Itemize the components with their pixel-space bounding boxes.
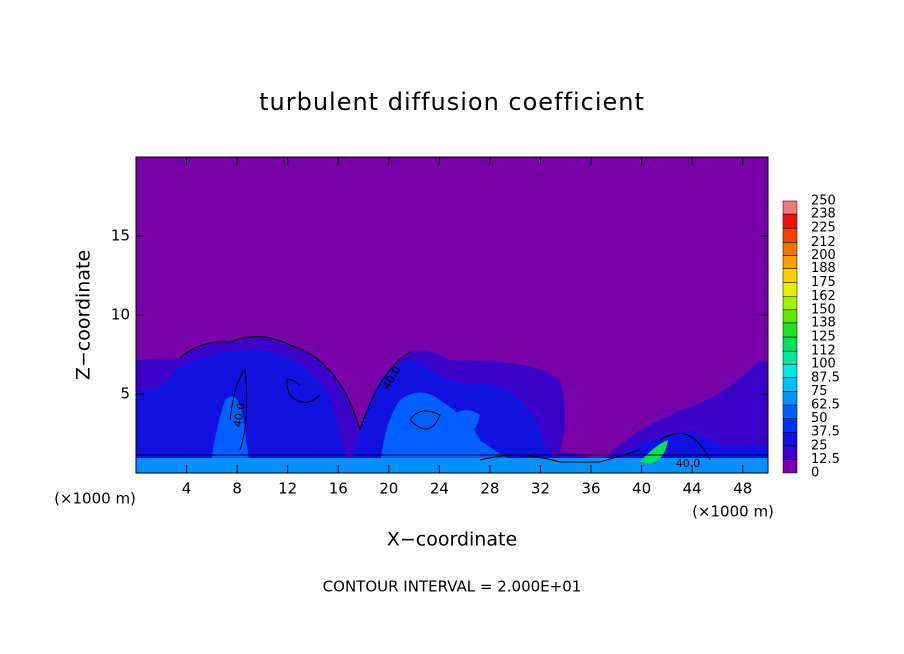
colorbar-label: 212	[811, 235, 836, 250]
colorbar-swatch	[782, 363, 798, 379]
colorbar-swatch	[782, 404, 798, 419]
colorbar-label: 37.5	[811, 425, 840, 440]
colorbar-swatch	[782, 227, 798, 243]
y-tick-label: 10	[111, 306, 130, 324]
colorbar-swatch	[782, 200, 798, 215]
colorbar-label: 162	[811, 289, 836, 304]
colorbar-swatch	[782, 431, 798, 447]
x-tick-label: 24	[430, 480, 449, 498]
colorbar-swatch	[782, 377, 798, 392]
colorbar-label: 50	[811, 411, 828, 426]
x-tick-label: 4	[182, 480, 192, 498]
colorbar-label: 87.5	[811, 370, 840, 385]
colorbar-swatch	[782, 418, 798, 433]
colorbar-swatch	[782, 242, 798, 256]
colorbar-swatch	[782, 350, 798, 365]
x-tick-label: 8	[232, 480, 242, 498]
colorbar-swatch	[782, 268, 798, 283]
colorbar-label: 125	[811, 330, 836, 345]
colorbar-swatch	[782, 213, 798, 229]
x-axis-label: X−coordinate	[387, 529, 517, 551]
x-tick-label: 20	[379, 480, 398, 498]
colorbar-label: 25	[811, 438, 828, 453]
field-region	[210, 392, 520, 470]
colorbar-label: 150	[811, 302, 836, 317]
colorbar-swatch	[782, 255, 798, 269]
colorbar-label: 12.5	[811, 452, 840, 467]
field	[136, 157, 768, 473]
colorbar-swatch	[782, 391, 798, 406]
colorbar-label: 175	[811, 275, 836, 290]
field-region	[136, 458, 768, 473]
footnote: CONTOUR INTERVAL = 2.000E+01	[323, 578, 582, 596]
colorbar-swatch	[782, 309, 798, 324]
x-tick-label: 40	[632, 480, 651, 498]
colorbar-swatch	[782, 336, 798, 352]
x-tick-label: 16	[329, 480, 348, 498]
colorbar-swatch	[782, 459, 798, 474]
colorbar-swatch	[782, 322, 798, 338]
colorbar-label: 138	[811, 315, 836, 330]
x-tick-label: 36	[581, 480, 600, 498]
colorbar-label: 238	[811, 207, 836, 222]
field-region	[640, 440, 668, 464]
colorbar-label: 100	[811, 357, 836, 372]
colorbar-label: 112	[811, 344, 836, 359]
x-tick-label: 12	[278, 480, 297, 498]
colorbar-label: 0	[811, 466, 819, 481]
colorbar-label: 62.5	[811, 398, 840, 413]
y-axis-label: Z−coordinate	[73, 250, 95, 380]
colorbar-swatch	[782, 445, 798, 460]
x-unit-label: (×1000 m)	[54, 490, 136, 508]
x-tick-label: 28	[480, 480, 499, 498]
x-tick-label: 32	[531, 480, 550, 498]
colorbar-swatch	[782, 296, 798, 311]
colorbar-label: 188	[811, 261, 836, 276]
colorbar-label: 250	[811, 194, 836, 209]
colorbar-label: 75	[811, 384, 828, 399]
chart-title: turbulent diffusion coefficient	[259, 88, 645, 116]
colorbar-swatch	[782, 282, 798, 297]
colorbar-label: 225	[811, 221, 836, 236]
y-tick-label: 15	[111, 227, 130, 245]
x-tick-label: 44	[683, 480, 702, 498]
x-tick-label: 48	[733, 480, 752, 498]
contour-label: 40.0	[676, 457, 701, 470]
y-tick-label: 5	[120, 385, 130, 403]
x-unit-label: (×1000 m)	[692, 503, 774, 521]
colorbar-label: 200	[811, 248, 836, 263]
contour-label: 40.0	[231, 402, 248, 428]
contour-line	[136, 336, 768, 463]
